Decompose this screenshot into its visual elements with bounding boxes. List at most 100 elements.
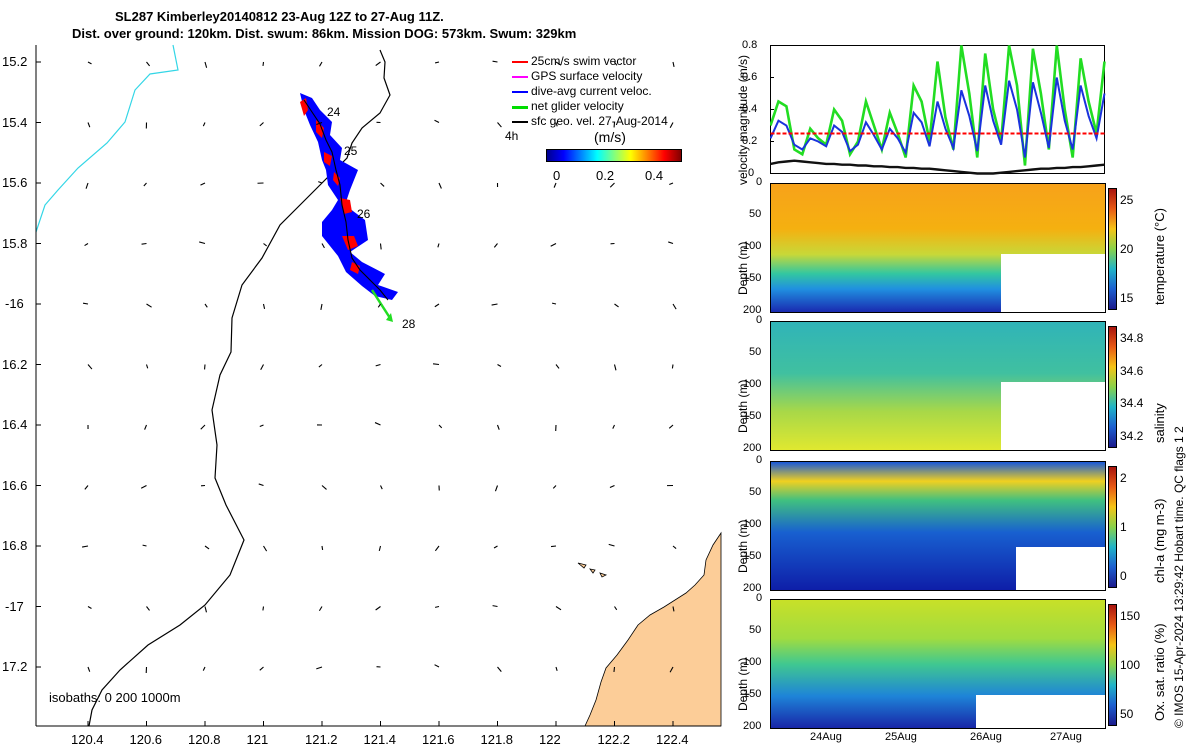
heatmap-ytick-label: 150: [743, 688, 762, 700]
geo-vector: [146, 606, 150, 611]
geo-vector: [492, 605, 498, 608]
glider-track: [303, 99, 389, 301]
heatmap-ytick-label: 0: [756, 314, 763, 326]
colorbar-label: chl-a (mg m-3): [1152, 498, 1167, 583]
geo-vector: [438, 182, 442, 189]
land-mass: [584, 531, 722, 727]
heatmap-plot: [770, 461, 1106, 591]
time-tick-label: 25Aug: [885, 731, 917, 743]
map-colorbar: [546, 149, 682, 162]
isobaths-label: isobaths: 0 200 1000m: [49, 690, 181, 705]
geo-vector: [491, 303, 498, 306]
map-colorbar-tick: 0.4: [645, 168, 664, 183]
geo-vector: [608, 543, 615, 547]
heatmap-nodata: [1016, 547, 1105, 590]
geo-vector: [259, 666, 264, 671]
lon-tick-label: 121.4: [363, 732, 397, 747]
geo-vector: [494, 485, 499, 492]
heatmap-ytick-label: 0: [756, 176, 763, 188]
colorbar-tick-label: 1: [1120, 520, 1127, 534]
geo-vector: [497, 122, 502, 128]
heatmap-ytick-label: 200: [743, 442, 762, 454]
geo-vector: [438, 424, 443, 429]
heatmap-ytick-label: 200: [743, 720, 762, 732]
legend-swatch: [512, 91, 528, 93]
geo-vector: [672, 61, 675, 68]
geo-vector: [672, 606, 675, 612]
geo-vector: [437, 243, 440, 248]
lon-tick-label: 121.6: [422, 732, 455, 747]
geo-vector: [613, 364, 617, 371]
geo-vector: [555, 364, 560, 369]
geo-vector: [262, 303, 266, 310]
legend-label: net glider velocity: [531, 99, 624, 113]
geo-vector: [614, 61, 618, 66]
legend-item: dive-avg current veloc.: [495, 84, 685, 99]
lat-tick-label: 15.8: [2, 235, 28, 251]
geo-vector: [493, 243, 498, 248]
geo-vector: [672, 303, 677, 310]
geo-vector: [262, 61, 265, 67]
geo-vector: [550, 243, 557, 247]
colorbar-label: salinity: [1152, 403, 1167, 443]
geo-vector: [319, 61, 323, 67]
heatmap-ytick-label: 150: [743, 410, 762, 422]
geo-vector: [668, 241, 674, 245]
geo-vector: [492, 60, 498, 63]
geo-vector: [496, 424, 500, 430]
heatmap-ytick-label: 50: [749, 486, 762, 498]
legend-label: 25cm/s swim vector: [531, 54, 637, 68]
lat-tick-label: -16: [5, 296, 24, 311]
geo-vector: [87, 666, 91, 672]
geo-vector: [316, 121, 323, 126]
lat-tick-label: 16.6: [2, 477, 28, 493]
geo-vector: [204, 61, 208, 68]
velocity-ytick-label: 0: [748, 166, 755, 179]
geo-vector: [553, 182, 557, 188]
legend-item: 25cm/s swim vector: [495, 54, 685, 69]
heatmap-ytick-label: 200: [743, 304, 762, 316]
geo-vector: [669, 666, 674, 673]
heatmap-ytick-label: 0: [756, 454, 763, 466]
geo-vector: [259, 424, 264, 428]
lon-tick-label: 122.2: [597, 732, 631, 747]
colorbar-tick-label: 34.6: [1120, 363, 1144, 378]
geo-vector: [380, 182, 385, 187]
geo-vector: [379, 243, 382, 250]
velocity-ytick-label: 0.4: [742, 102, 758, 115]
colorbar-tick-label: 34.2: [1120, 429, 1144, 443]
geo-vector: [493, 545, 498, 549]
geo-vector: [555, 122, 558, 127]
geo-vector: [555, 606, 562, 611]
geo-vector: [497, 364, 502, 367]
series-line: [770, 77, 1106, 158]
colorbar-tick-label: 34.4: [1120, 396, 1144, 411]
colorbar-label: Ox. sat. ratio (%): [1152, 623, 1167, 721]
geo-vector: [200, 182, 206, 186]
geo-vector: [87, 364, 93, 370]
map-ticks: [36, 61, 674, 726]
velocity-ytick-label: 0.6: [742, 70, 758, 83]
geo-vector: [87, 606, 92, 609]
lon-tick-label: 120.4: [71, 732, 104, 747]
day-label: 26: [357, 207, 371, 221]
heatmap-ytick-label: 100: [743, 240, 762, 252]
geo-vector: [141, 242, 147, 245]
legend-swatch: [512, 106, 528, 109]
geo-vector: [321, 485, 327, 490]
geo-vector: [321, 243, 325, 249]
geo-vector: [375, 606, 381, 611]
colorbar-tick-label: 15: [1120, 291, 1134, 305]
legend-item: sfc geo. vel. 27-Aug-2014: [495, 114, 685, 129]
geo-vector: [551, 302, 557, 305]
geo-vector: [434, 61, 440, 64]
colorbar-tick-label: 0: [1120, 569, 1127, 583]
figure-title-line2: Dist. over ground: 120km. Dist. swum: 86…: [72, 26, 577, 41]
colorbar-tick-label: 20: [1120, 242, 1134, 256]
geo-vector: [380, 485, 383, 490]
profile-panels: velocity magnitude (m/s) 0 0.2 0.4 0.6 0.8 D…: [730, 0, 1200, 750]
lon-tick-label: 120.8: [188, 732, 221, 747]
heatmap-colorbar: [1108, 466, 1117, 588]
geo-vector: [87, 61, 92, 65]
heatmap-ytick-label: 50: [749, 208, 762, 220]
